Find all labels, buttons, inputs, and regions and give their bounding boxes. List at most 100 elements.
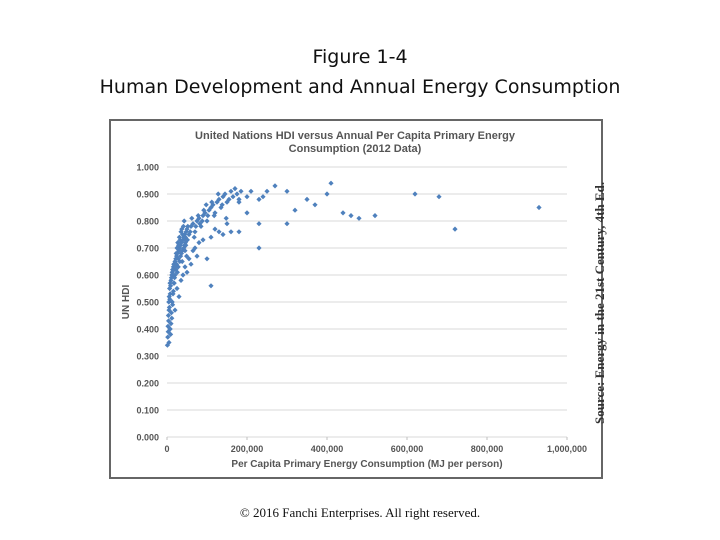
data-point: [165, 323, 171, 329]
data-point: [340, 210, 346, 216]
data-point: [236, 196, 242, 202]
chart-frame: United Nations HDI versus Annual Per Cap…: [109, 119, 603, 479]
data-point: [186, 256, 192, 262]
data-point: [209, 199, 215, 205]
data-point: [172, 258, 178, 265]
data-point: [181, 218, 187, 224]
data-point: [168, 321, 174, 327]
data-point: [183, 242, 189, 248]
data-point: [228, 229, 234, 235]
x-tick-label: 400,000: [311, 444, 344, 454]
data-point: [205, 213, 211, 219]
data-point: [324, 191, 330, 197]
data-point: [174, 285, 180, 292]
data-point: [168, 277, 174, 283]
data-point: [177, 237, 183, 243]
y-tick-label: 0.800: [136, 217, 159, 227]
data-point: [196, 215, 202, 221]
data-point: [284, 221, 290, 227]
x-tick-label: 200,000: [231, 444, 264, 454]
data-point: [186, 231, 192, 238]
data-point: [166, 307, 172, 313]
data-point: [174, 245, 180, 251]
data-point: [312, 202, 318, 208]
x-tick-label: 1,000,000: [547, 444, 587, 454]
data-point: [176, 242, 182, 248]
data-point: [169, 315, 175, 321]
data-point: [172, 307, 178, 313]
data-point: [176, 294, 182, 300]
data-point: [182, 264, 188, 270]
y-tick-label: 0.700: [136, 244, 159, 254]
data-point: [196, 240, 202, 246]
data-point: [348, 213, 354, 219]
data-point: [185, 223, 191, 229]
data-point: [284, 188, 290, 194]
data-point: [174, 269, 180, 275]
y-tick-label: 0.100: [136, 406, 159, 416]
copyright-notice: © 2016 Fanchi Enterprises. All right res…: [239, 505, 481, 520]
data-point: [166, 339, 172, 346]
chart-title-line-2: Consumption (2012 Data): [289, 143, 422, 155]
data-point: [194, 218, 200, 224]
data-point: [167, 280, 173, 286]
data-point: [182, 248, 188, 254]
y-tick-label: 0.000: [136, 433, 159, 443]
data-point: [184, 253, 190, 259]
data-point: [194, 253, 200, 259]
data-point: [220, 231, 226, 238]
y-tick-label: 1.000: [136, 163, 159, 173]
data-point: [203, 202, 209, 208]
data-point: [264, 188, 270, 194]
data-point: [244, 210, 250, 216]
data-point: [208, 204, 214, 211]
data-point: [184, 269, 190, 275]
x-tick-label: 800,000: [471, 444, 504, 454]
data-point: [536, 204, 542, 211]
x-axis-label: Per Capita Primary Energy Consumption (M…: [231, 459, 502, 470]
data-point: [228, 188, 234, 194]
data-point: [189, 215, 195, 221]
data-point: [208, 283, 214, 289]
data-point: [169, 269, 175, 275]
scatter-chart: United Nations HDI versus Annual Per Cap…: [121, 130, 587, 470]
y-tick-label: 0.200: [136, 379, 159, 389]
data-point: [187, 229, 193, 235]
data-point: [224, 221, 230, 227]
data-point: [436, 194, 442, 200]
data-point: [199, 218, 205, 224]
data-point: [211, 213, 217, 219]
data-point: [244, 194, 250, 200]
data-point: [173, 250, 179, 256]
data-point: [180, 272, 186, 278]
data-point: [230, 194, 236, 200]
data-point: [292, 207, 298, 213]
data-point: [172, 272, 178, 278]
data-point: [195, 213, 201, 219]
data-point: [356, 215, 362, 221]
data-point: [260, 194, 266, 200]
data-point: [215, 191, 221, 197]
data-point: [208, 234, 214, 240]
data-point: [178, 250, 184, 256]
x-tick-label: 600,000: [391, 444, 424, 454]
slide-title-line1: Figure 1-4: [312, 46, 408, 68]
data-point: [304, 196, 310, 202]
data-point: [192, 229, 198, 235]
data-point: [179, 258, 185, 265]
data-point: [328, 180, 334, 186]
y-tick-label: 0.500: [136, 298, 159, 308]
data-point: [216, 229, 222, 235]
data-point: [222, 191, 228, 197]
data-point: [165, 329, 171, 335]
data-point: [256, 221, 262, 227]
data-point: [188, 261, 194, 267]
data-point: [219, 202, 225, 208]
data-point: [165, 312, 171, 319]
data-point: [212, 226, 218, 232]
y-tick-label: 0.300: [136, 352, 159, 362]
data-point: [180, 231, 186, 238]
data-point: [167, 296, 173, 302]
data-point: [238, 188, 244, 194]
data-point: [272, 183, 278, 189]
